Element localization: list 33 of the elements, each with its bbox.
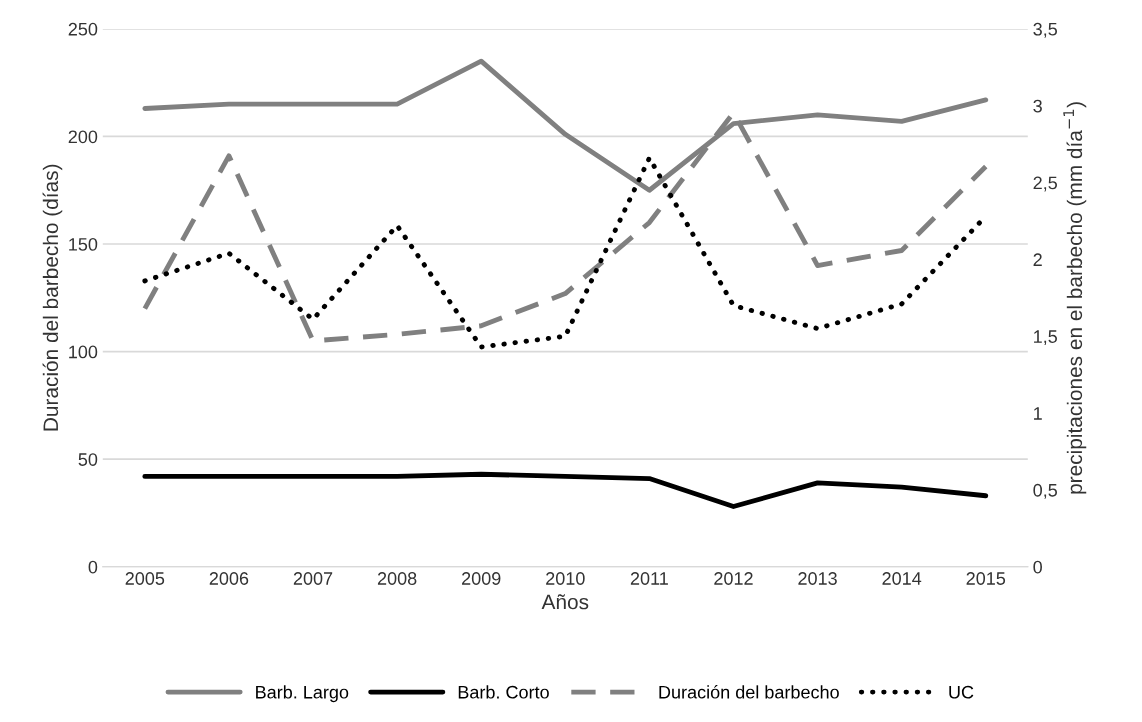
y2-tick-label: 0 <box>1033 560 1042 574</box>
y2-axis-title: precipitaciones en el barbecho (mm día$^{−1}$) <box>1063 102 1087 494</box>
y-axis-title: Duración del barbecho (días) <box>42 164 63 431</box>
line-series <box>142 471 989 509</box>
y2-tick-label: 2,5 <box>1033 176 1057 192</box>
x-tick-label: 2014 <box>882 572 922 585</box>
x-tick-label: 2006 <box>209 572 249 585</box>
y-tick-label: 150 <box>69 237 98 251</box>
y-tick-label: 200 <box>68 130 98 144</box>
y2-tick-label: 3,5 <box>1033 22 1057 38</box>
y-tick-label: 0 <box>88 560 98 574</box>
y2-tick-label: 3 <box>1033 99 1042 113</box>
x-axis-title: Años <box>541 594 589 610</box>
x-tick-label: 2013 <box>798 572 837 585</box>
legend-label: UC <box>949 685 974 699</box>
y-tick-label: 100 <box>69 345 98 359</box>
y-tick-label: 250 <box>68 22 98 36</box>
x-tick-label: 2007 <box>293 572 333 585</box>
y2-tick-label: 1 <box>1034 407 1042 420</box>
x-tick-label: 2008 <box>377 572 417 585</box>
legend-label: Barb. Largo <box>256 685 349 703</box>
x-tick-label: 2005 <box>125 572 165 585</box>
x-tick-label: 2015 <box>966 572 1006 585</box>
legend-label: Barb. Corto <box>458 685 549 699</box>
x-tick-label: 2011 <box>630 572 668 585</box>
y-tick-label: 50 <box>78 453 98 466</box>
y2-tick-label: 2 <box>1033 253 1042 266</box>
x-tick-label: 2009 <box>462 572 501 585</box>
y2-tick-label: 1,5 <box>1034 330 1057 346</box>
legend-label: Duración del barbecho <box>659 685 839 699</box>
y2-tick-label: 0,5 <box>1033 483 1057 499</box>
x-tick-label: 2012 <box>714 572 753 585</box>
x-tick-label: 2010 <box>546 572 585 585</box>
